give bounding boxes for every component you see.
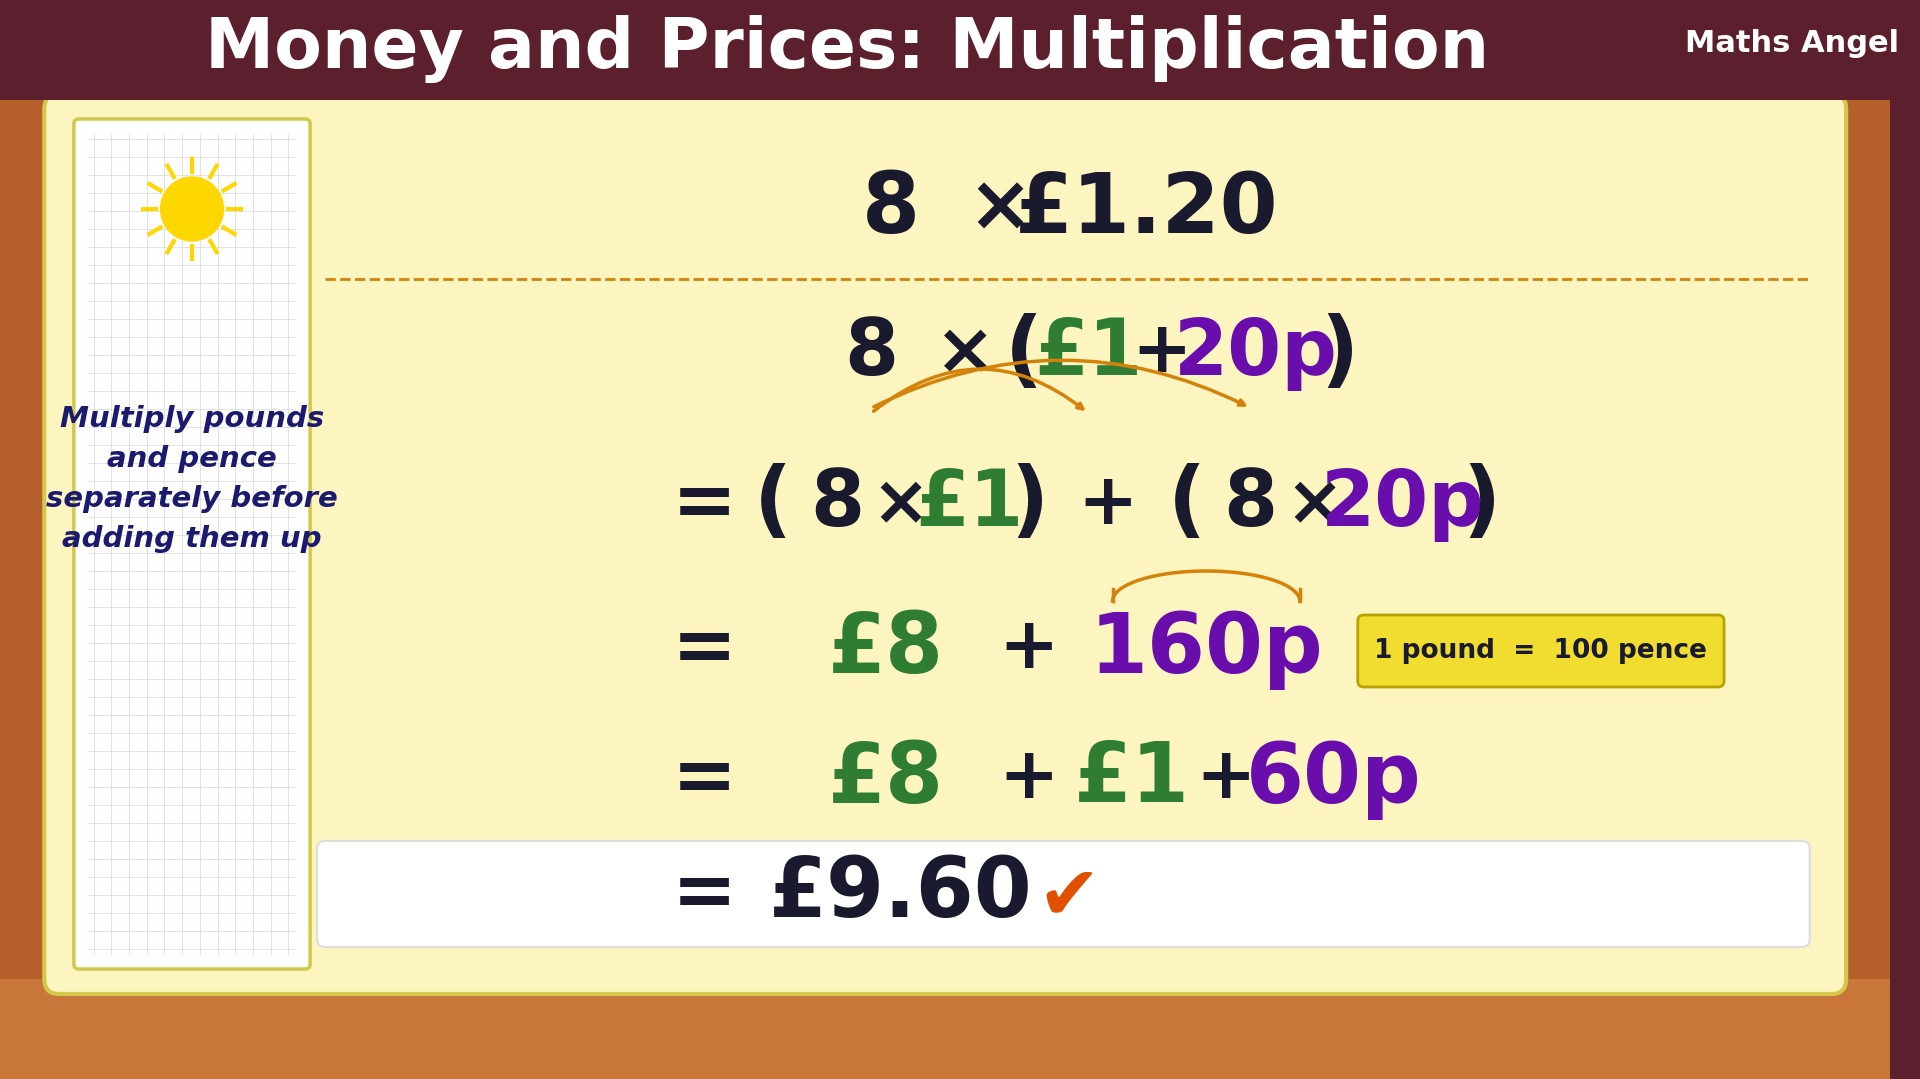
- FancyBboxPatch shape: [1357, 615, 1724, 687]
- Text: 20p: 20p: [1321, 466, 1484, 542]
- Text: 8: 8: [862, 168, 920, 249]
- Text: adding them up: adding them up: [61, 525, 323, 554]
- FancyBboxPatch shape: [1816, 99, 1891, 1079]
- Text: =: =: [672, 466, 737, 542]
- Text: ): ): [1463, 464, 1501, 545]
- Text: and pence: and pence: [108, 445, 276, 473]
- Text: ×: ×: [1284, 470, 1344, 537]
- Text: Money and Prices: Multiplication: Money and Prices: Multiplication: [205, 15, 1488, 83]
- FancyBboxPatch shape: [0, 979, 1891, 1079]
- Text: Multiply pounds: Multiply pounds: [60, 405, 324, 433]
- Text: ✔: ✔: [1037, 861, 1100, 934]
- Text: 60p: 60p: [1246, 738, 1423, 819]
- Text: =: =: [672, 741, 737, 817]
- Text: £1: £1: [1075, 738, 1190, 819]
- Text: +: +: [1131, 318, 1192, 387]
- Text: 20p: 20p: [1173, 315, 1338, 391]
- Text: =: =: [672, 856, 737, 932]
- Text: ×: ×: [872, 470, 929, 537]
- Text: £1: £1: [1033, 315, 1142, 391]
- Text: £9.60: £9.60: [770, 853, 1033, 934]
- Text: (: (: [755, 464, 791, 545]
- Text: +: +: [1077, 469, 1139, 538]
- FancyBboxPatch shape: [0, 99, 73, 1079]
- Text: (: (: [1167, 464, 1206, 545]
- Circle shape: [161, 177, 223, 241]
- Text: +: +: [998, 745, 1060, 814]
- Text: separately before: separately before: [46, 484, 338, 513]
- Text: £1.20: £1.20: [1016, 168, 1279, 249]
- Text: (: (: [1004, 313, 1043, 394]
- Text: +: +: [998, 615, 1060, 683]
- Text: Maths Angel: Maths Angel: [1686, 29, 1899, 58]
- Text: £8: £8: [828, 738, 945, 819]
- Text: 8: 8: [810, 466, 864, 542]
- FancyBboxPatch shape: [317, 841, 1811, 947]
- Text: ): ): [1319, 313, 1357, 394]
- Text: ×: ×: [968, 170, 1031, 247]
- Text: 8: 8: [1223, 466, 1277, 542]
- Text: ×: ×: [935, 318, 995, 387]
- Text: ): ): [1010, 464, 1048, 545]
- Text: =: =: [672, 611, 737, 687]
- Text: £8: £8: [828, 609, 945, 689]
- Text: 8: 8: [845, 315, 899, 391]
- FancyBboxPatch shape: [0, 0, 1891, 100]
- Text: 1 pound  =  100 pence: 1 pound = 100 pence: [1375, 638, 1707, 664]
- FancyBboxPatch shape: [73, 119, 311, 969]
- Text: £1: £1: [916, 466, 1023, 542]
- FancyBboxPatch shape: [44, 94, 1847, 994]
- Text: 160p: 160p: [1089, 609, 1323, 689]
- Text: +: +: [1196, 745, 1256, 814]
